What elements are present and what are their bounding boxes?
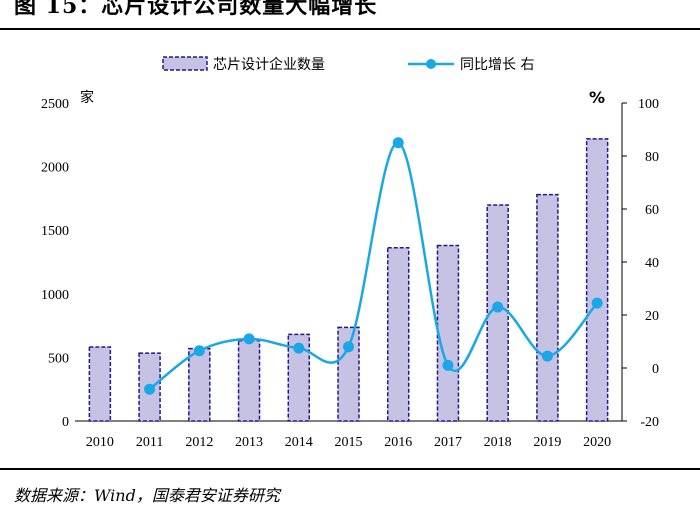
left-tick-label: 1000: [41, 288, 69, 303]
source-note: 数据来源：Wind，国泰君安证券研究: [14, 486, 280, 505]
right-axis-ticks: -20 0 20 40 60 80 100: [622, 97, 659, 430]
bar-2017: [436, 244, 460, 422]
right-tick-label: 40: [645, 256, 659, 271]
growth-point-2019: [541, 350, 553, 362]
x-tick-label: 2018: [484, 435, 512, 450]
bar-2010: [88, 346, 112, 422]
bar-2020: [585, 138, 609, 422]
title-rule: [0, 28, 700, 30]
x-tick-label: 2015: [335, 435, 363, 450]
growth-point-2018: [492, 301, 504, 313]
right-axis-unit: %: [589, 88, 605, 107]
x-tick-label: 2016: [384, 435, 412, 450]
growth-point-2016: [392, 137, 404, 149]
x-axis-ticks: 2010 2011 2012 2013 2014 2015 2016 2017 2018 2019…: [86, 435, 611, 450]
right-tick-label: -20: [640, 415, 659, 430]
bar-2012: [188, 347, 211, 422]
left-tick-label: 2000: [41, 161, 69, 176]
bar-2016: [386, 247, 410, 422]
left-tick-label: 2500: [41, 97, 69, 112]
growth-line: [148, 141, 599, 391]
bar-2015: [337, 326, 360, 422]
growth-point-2014: [293, 342, 305, 354]
x-tick-label: 2011: [136, 435, 163, 450]
growth-point-2011: [144, 383, 156, 395]
growth-points: [144, 137, 603, 395]
x-tick-label: 2010: [86, 435, 114, 450]
right-tick-label: 80: [645, 150, 659, 165]
right-tick-label: 20: [645, 309, 659, 324]
legend: 芯片设计企业数量 同比增长 右: [162, 56, 534, 73]
left-tick-label: 500: [48, 351, 69, 366]
growth-point-2012: [193, 345, 205, 357]
left-tick-label: 1500: [41, 224, 69, 239]
right-tick-label: 0: [652, 362, 659, 377]
source-rule: [0, 468, 700, 470]
right-tick-label: 100: [638, 97, 659, 112]
legend-bar-label: 芯片设计企业数量: [213, 56, 325, 73]
x-tick-label: 2013: [235, 435, 263, 450]
x-tick-label: 2020: [583, 435, 611, 450]
bar-2014: [287, 333, 311, 422]
figure-title: 图 15：芯片设计公司数量大幅增长: [14, 0, 378, 19]
bar-2013: [237, 339, 261, 422]
bar-series: [88, 138, 609, 422]
combo-chart: 芯片设计企业数量 同比增长 右 家 % 05001000150020002500…: [41, 56, 659, 450]
growth-point-2017: [442, 359, 454, 371]
legend-bar-swatch: [162, 56, 208, 71]
bar-2019: [536, 193, 559, 422]
x-tick-label: 2017: [434, 435, 462, 450]
left-axis-ticks: 0 500 1000 1500 2000 2500: [41, 97, 69, 430]
x-tick-label: 2012: [185, 435, 213, 450]
x-tick-label: 2019: [533, 435, 561, 450]
x-tick-label: 2014: [285, 435, 313, 450]
left-tick-label: 0: [62, 415, 69, 430]
right-tick-label: 60: [645, 203, 659, 218]
growth-point-2013: [243, 333, 255, 345]
legend-line-label: 同比增长 右: [460, 57, 534, 73]
growth-point-2020: [591, 297, 603, 309]
legend-line-marker: [426, 59, 436, 69]
left-axis-unit: 家: [80, 89, 94, 106]
growth-point-2015: [343, 341, 354, 353]
